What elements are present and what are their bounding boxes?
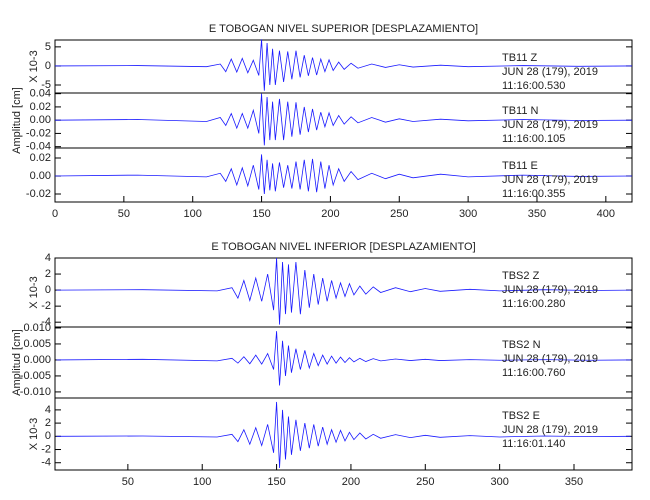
trace xyxy=(54,39,633,91)
y-tick-label: 0.010 xyxy=(23,322,51,334)
y-tick-label: 5 xyxy=(45,41,51,53)
x-tick-label: 150 xyxy=(252,208,270,220)
trace-annotation: 11:16:01.140 xyxy=(502,438,565,450)
x-tick-label: 350 xyxy=(565,476,583,488)
trace-annotation: 11:16:00.280 xyxy=(502,298,565,310)
trace-annotation: 11:16:00.530 xyxy=(502,80,565,92)
y-tick-label: -0.04 xyxy=(26,141,51,153)
x-tick-label: 200 xyxy=(321,208,339,220)
y-tick-label: 2 xyxy=(45,417,51,429)
y-tick-label: -4 xyxy=(41,457,51,469)
chart-title: E TOBOGAN NIVEL INFERIOR [DESPLAZAMIENTO… xyxy=(211,241,475,253)
x-tick-label: 250 xyxy=(390,208,408,220)
y-tick-label: -0.02 xyxy=(26,188,51,200)
trace-annotation: TB11 E xyxy=(502,160,538,172)
panel-frame xyxy=(54,147,633,203)
trace xyxy=(56,401,631,469)
x-tick-label: 50 xyxy=(122,476,134,488)
y-tick-label: 0.000 xyxy=(23,354,51,366)
x-tick-label: 200 xyxy=(342,476,360,488)
trace-annotation: 11:16:00.355 xyxy=(502,188,565,200)
y-tick-label: 0 xyxy=(45,60,51,72)
trace-annotation: 11:16:00.105 xyxy=(502,133,565,145)
x-tick-label: 300 xyxy=(490,476,508,488)
trace xyxy=(54,93,633,146)
y-tick-label: 0.00 xyxy=(30,114,51,126)
x-tick-label: 100 xyxy=(184,208,202,220)
y-tick-label: -2 xyxy=(41,300,51,312)
x-tick-label: 250 xyxy=(416,476,434,488)
y-tick-label: -2 xyxy=(41,443,51,455)
y-tick-label: 0.02 xyxy=(30,152,51,164)
trace-annotation: JUN 28 (179), 2019 xyxy=(502,66,598,78)
y-tick-label: 0 xyxy=(45,430,51,442)
trace-annotation: TB11 Z xyxy=(502,52,538,64)
trace-annotation: JUN 28 (179), 2019 xyxy=(502,284,598,296)
multiplier-label: X 10-3 xyxy=(28,276,40,308)
trace-annotation: JUN 28 (179), 2019 xyxy=(502,174,598,186)
trace-annotation: JUN 28 (179), 2019 xyxy=(502,119,598,131)
y-tick-label: 0.00 xyxy=(30,170,51,182)
y-tick-label: 4 xyxy=(45,252,51,264)
trace-annotation: TBS2 E xyxy=(502,410,540,422)
x-tick-label: 100 xyxy=(193,476,211,488)
y-tick-label: -0.005 xyxy=(20,370,51,382)
y-tick-label: -5 xyxy=(41,79,51,91)
y-tick-label: 4 xyxy=(45,404,51,416)
multiplier-label: X 10-3 xyxy=(28,418,40,450)
y-tick-label: 0 xyxy=(45,284,51,296)
chart-title: E TOBOGAN NIVEL SUPERIOR [DESPLAZAMIENTO… xyxy=(209,23,478,35)
trace xyxy=(56,331,631,386)
panel-frame xyxy=(54,397,633,471)
trace-annotation: TB11 N xyxy=(502,105,539,117)
x-tick-label: 0 xyxy=(52,208,58,220)
trace-annotation: TBS2 N xyxy=(502,339,541,351)
trace-annotation: JUN 28 (179), 2019 xyxy=(502,353,598,365)
trace xyxy=(54,154,633,195)
y-axis-label: Amplitud [cm] xyxy=(11,329,23,396)
trace-annotation: TBS2 Z xyxy=(502,270,540,282)
trace xyxy=(56,257,631,325)
y-tick-label: -4 xyxy=(41,316,51,328)
y-tick-label: 0.04 xyxy=(30,88,51,100)
y-tick-label: 0.02 xyxy=(30,101,51,113)
y-tick-label: 0.005 xyxy=(23,338,51,350)
trace-annotation: 11:16:00.760 xyxy=(502,367,565,379)
x-tick-label: 300 xyxy=(459,208,477,220)
y-tick-label: -0.02 xyxy=(26,127,51,139)
y-tick-label: 2 xyxy=(45,268,51,280)
x-tick-label: 50 xyxy=(118,208,130,220)
x-tick-label: 150 xyxy=(267,476,285,488)
multiplier-label: X 10-3 xyxy=(28,50,40,82)
x-tick-label: 400 xyxy=(597,208,615,220)
y-axis-label: Amplitud [cm] xyxy=(11,87,23,154)
y-tick-label: -0.010 xyxy=(20,386,51,398)
trace-annotation: JUN 28 (179), 2019 xyxy=(502,424,598,436)
x-tick-label: 350 xyxy=(528,208,546,220)
